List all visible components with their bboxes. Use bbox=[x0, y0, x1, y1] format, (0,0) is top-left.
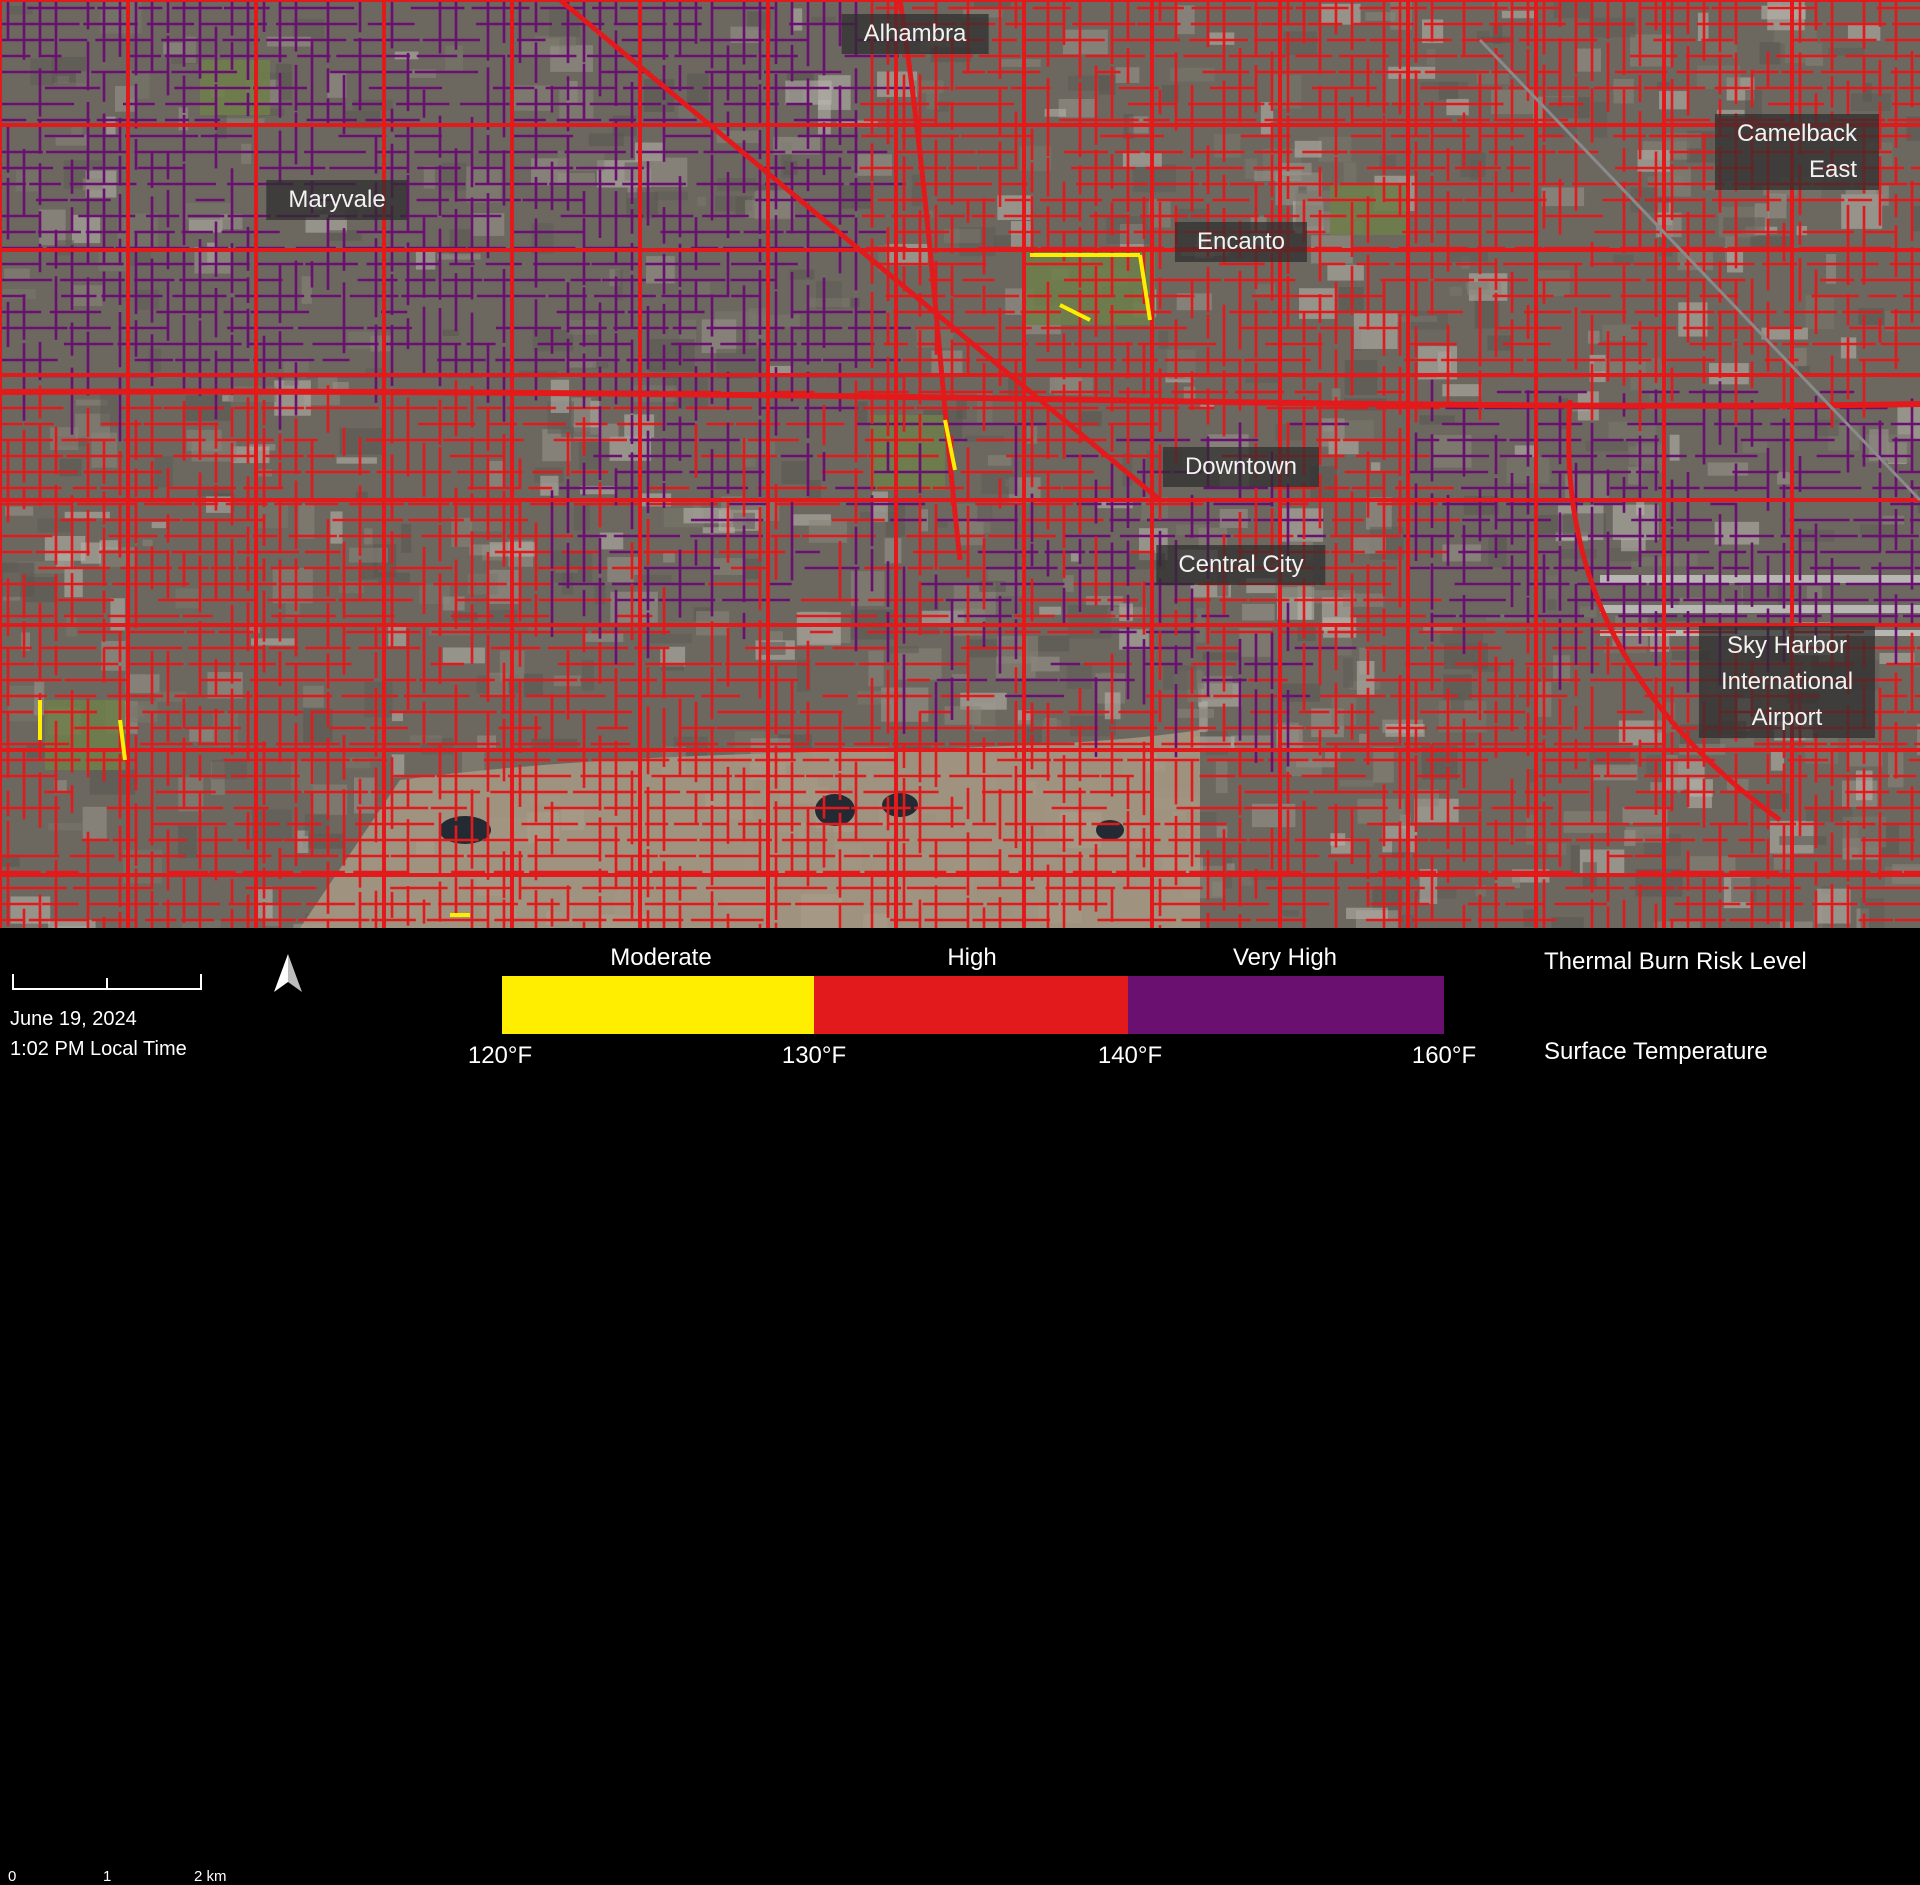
legend-label-high: High bbox=[947, 944, 996, 972]
scale-tick-0: 0 bbox=[8, 1868, 16, 1885]
temp-tick-140: 140°F bbox=[1098, 1042, 1162, 1070]
legend-label-very-high: Very High bbox=[1233, 944, 1337, 972]
map-canvas bbox=[0, 0, 1920, 928]
legend-swatch-moderate bbox=[502, 976, 814, 1034]
scale-bar bbox=[12, 970, 202, 992]
date-text: June 19, 2024 bbox=[10, 1008, 137, 1031]
place-label-downtown: Downtown bbox=[1163, 447, 1319, 487]
place-label-sky-harbor: Sky Harbor International Airport bbox=[1699, 626, 1875, 738]
place-label-encanto: Encanto bbox=[1175, 222, 1307, 262]
temp-tick-160: 160°F bbox=[1412, 1042, 1476, 1070]
temp-tick-130: 130°F bbox=[782, 1042, 846, 1070]
legend-title-risk: Thermal Burn Risk Level bbox=[1544, 948, 1807, 976]
place-label-maryvale: Maryvale bbox=[266, 180, 407, 220]
scale-tick-1: 1 bbox=[103, 1868, 111, 1885]
legend-swatch-very-high bbox=[1128, 976, 1444, 1034]
satellite-map[interactable]: Alhambra Maryvale Camelback East Encanto… bbox=[0, 0, 1920, 928]
place-label-alhambra: Alhambra bbox=[842, 14, 989, 54]
legend-title-temperature: Surface Temperature bbox=[1544, 1038, 1768, 1066]
time-text: 1:02 PM Local Time bbox=[10, 1038, 187, 1061]
north-arrow-icon bbox=[270, 952, 306, 996]
temp-tick-120: 120°F bbox=[468, 1042, 532, 1070]
place-label-central-city: Central City bbox=[1156, 545, 1325, 585]
legend-swatch-high bbox=[814, 976, 1128, 1034]
place-label-camelback-east: Camelback East bbox=[1715, 114, 1879, 190]
legend-label-moderate: Moderate bbox=[610, 944, 711, 972]
scale-tick-2: 2 km bbox=[194, 1868, 227, 1885]
